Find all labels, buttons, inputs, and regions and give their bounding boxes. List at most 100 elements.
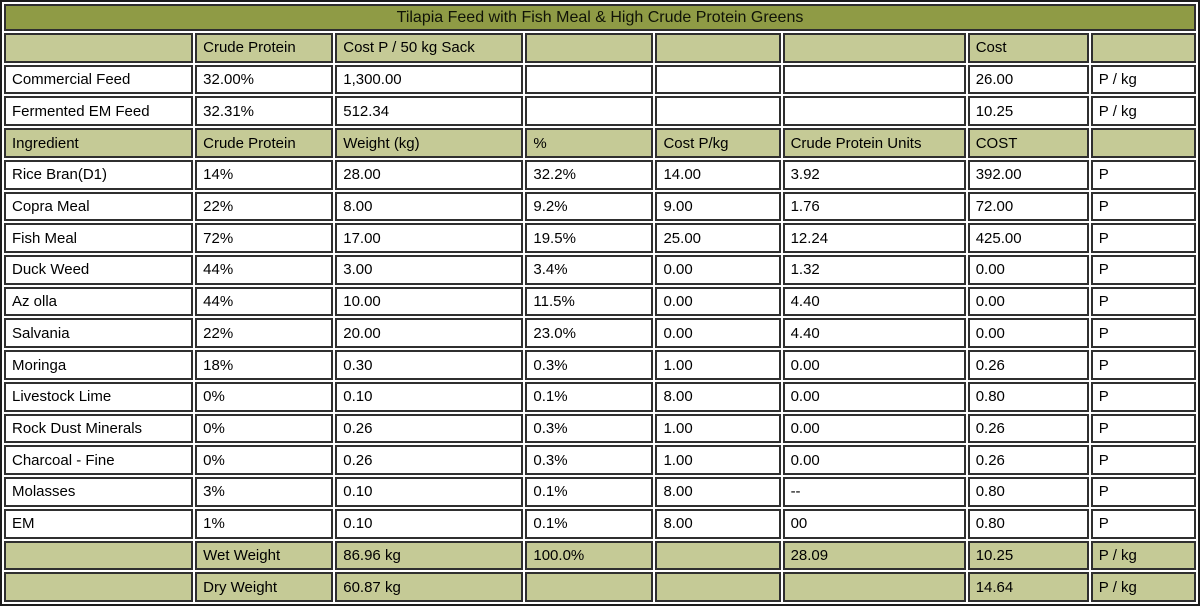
cell-weight: 10.00 [335, 286, 524, 317]
header-cost: Cost [967, 33, 1089, 63]
cell-cost-per-kg: 1.00 [655, 413, 781, 444]
cell-crude-protein: 3% [195, 477, 334, 507]
blank-cell [525, 96, 654, 127]
ingredient-row: Salvania 22% 20.00 23.0% 0.00 4.40 0.00 … [4, 318, 1196, 349]
cell-ingredient: Rice Bran(D1) [4, 159, 194, 190]
summary-row-commercial-feed: Commercial Feed 32.00% 1,300.00 26.00 P … [4, 64, 1196, 95]
cell-total-cost: 10.25 [967, 540, 1089, 571]
cell-protein-units: 1.76 [782, 191, 966, 222]
wet-weight-row: Wet Weight 86.96 kg 100.0% 28.09 10.25 P… [4, 540, 1196, 571]
cell-weight: 17.00 [335, 223, 524, 254]
header-weight: Weight (kg) [335, 128, 524, 158]
cell-ingredient: Moringa [4, 350, 194, 380]
ingredient-row: Moringa 18% 0.30 0.3% 1.00 0.00 0.26 P [4, 350, 1196, 380]
ingredient-row: Duck Weed 44% 3.00 3.4% 0.00 1.32 0.00 P [4, 255, 1196, 285]
cell-ingredient: Az olla [4, 286, 194, 317]
ingredient-row: Rock Dust Minerals 0% 0.26 0.3% 1.00 0.0… [4, 413, 1196, 444]
cell-cost: 0.00 [967, 255, 1089, 285]
cell-cost-per-kg: 0.00 [655, 255, 781, 285]
cell-ingredient: Duck Weed [4, 255, 194, 285]
cell-unit: P [1090, 350, 1196, 380]
cell-unit: P [1090, 318, 1196, 349]
cell-percent: 3.4% [525, 255, 654, 285]
cell-crude-protein: 14% [195, 159, 334, 190]
blank-cell [655, 64, 781, 95]
cell-weight: 0.10 [335, 508, 524, 539]
cell-unit: P / kg [1090, 96, 1196, 127]
cell-total-cost: 14.64 [967, 572, 1089, 602]
cell-cost: 0.26 [967, 445, 1089, 476]
cell-percent: 19.5% [525, 223, 654, 254]
cell-ingredient: Rock Dust Minerals [4, 413, 194, 444]
blank-cell [4, 572, 194, 602]
cell-weight: 0.26 [335, 445, 524, 476]
blank-cell [782, 64, 966, 95]
cell-cost-per-kg: 1.00 [655, 445, 781, 476]
cell-total-protein-units: 28.09 [782, 540, 966, 571]
cell-cost-per-kg: 0.00 [655, 318, 781, 349]
cell-cost: 0.00 [967, 318, 1089, 349]
title-row: Tilapia Feed with Fish Meal & High Crude… [4, 4, 1196, 31]
cell-unit: P [1090, 381, 1196, 412]
cell-ingredient: Charcoal - Fine [4, 445, 194, 476]
cell-protein-units: 3.92 [782, 159, 966, 190]
cell-percent: 32.2% [525, 159, 654, 190]
header-ingredient: Ingredient [4, 128, 194, 158]
cell-unit: P [1090, 477, 1196, 507]
cell-ingredient: Copra Meal [4, 191, 194, 222]
cell-protein-units: 4.40 [782, 286, 966, 317]
cell-protein-units: 12.24 [782, 223, 966, 254]
blank-cell [782, 96, 966, 127]
cell-cost-sack: 1,300.00 [335, 64, 524, 95]
cell-cost: 72.00 [967, 191, 1089, 222]
cell-crude-protein: 0% [195, 445, 334, 476]
cell-protein-units: 0.00 [782, 381, 966, 412]
blank-cell [1090, 33, 1196, 63]
ingredient-row: Az olla 44% 10.00 11.5% 0.00 4.40 0.00 P [4, 286, 1196, 317]
summary-header-row: Crude Protein Cost P / 50 kg Sack Cost [4, 33, 1196, 63]
cell-ingredient: Fish Meal [4, 223, 194, 254]
ingredient-row: Rice Bran(D1) 14% 28.00 32.2% 14.00 3.92… [4, 159, 1196, 190]
cell-total-percent: 100.0% [525, 540, 654, 571]
summary-row-fermented-em-feed: Fermented EM Feed 32.31% 512.34 10.25 P … [4, 96, 1196, 127]
cell-unit: P [1090, 413, 1196, 444]
cell-unit: P [1090, 445, 1196, 476]
ingredient-row: Copra Meal 22% 8.00 9.2% 9.00 1.76 72.00… [4, 191, 1196, 222]
ingredient-row: Molasses 3% 0.10 0.1% 8.00 -- 0.80 P [4, 477, 1196, 507]
cell-crude-protein: 72% [195, 223, 334, 254]
cell-cost: 0.00 [967, 286, 1089, 317]
cell-unit: P / kg [1090, 64, 1196, 95]
blank-cell [1090, 128, 1196, 158]
cell-protein-units: 00 [782, 508, 966, 539]
cell-unit: P [1090, 286, 1196, 317]
blank-cell [4, 540, 194, 571]
cell-percent: 0.3% [525, 413, 654, 444]
cell-unit: P [1090, 191, 1196, 222]
cell-cost-per-kg: 25.00 [655, 223, 781, 254]
cell-total-label: Wet Weight [195, 540, 334, 571]
cell-crude-protein: 0% [195, 381, 334, 412]
cell-crude-protein: 22% [195, 318, 334, 349]
cell-ingredient: EM [4, 508, 194, 539]
cell-cost: 26.00 [967, 64, 1089, 95]
cell-percent: 11.5% [525, 286, 654, 317]
cell-cost: 0.80 [967, 381, 1089, 412]
ingredients-header-row: Ingredient Crude Protein Weight (kg) % C… [4, 128, 1196, 158]
cell-weight: 0.30 [335, 350, 524, 380]
cell-cost: 425.00 [967, 223, 1089, 254]
cell-total-unit: P / kg [1090, 540, 1196, 571]
cell-weight: 0.10 [335, 477, 524, 507]
cell-cost-per-kg: 1.00 [655, 350, 781, 380]
cell-crude-protein: 18% [195, 350, 334, 380]
cell-percent: 23.0% [525, 318, 654, 349]
ingredient-row: Livestock Lime 0% 0.10 0.1% 8.00 0.00 0.… [4, 381, 1196, 412]
header-cost: COST [967, 128, 1089, 158]
cell-percent: 0.1% [525, 508, 654, 539]
cell-total-protein-units [782, 572, 966, 602]
cell-percent: 0.3% [525, 350, 654, 380]
cell-weight: 0.26 [335, 413, 524, 444]
cell-cost: 0.26 [967, 413, 1089, 444]
cell-cost-per-kg: 8.00 [655, 381, 781, 412]
cell-crude-protein: 0% [195, 413, 334, 444]
dry-weight-row: Dry Weight 60.87 kg 14.64 P / kg [4, 572, 1196, 602]
